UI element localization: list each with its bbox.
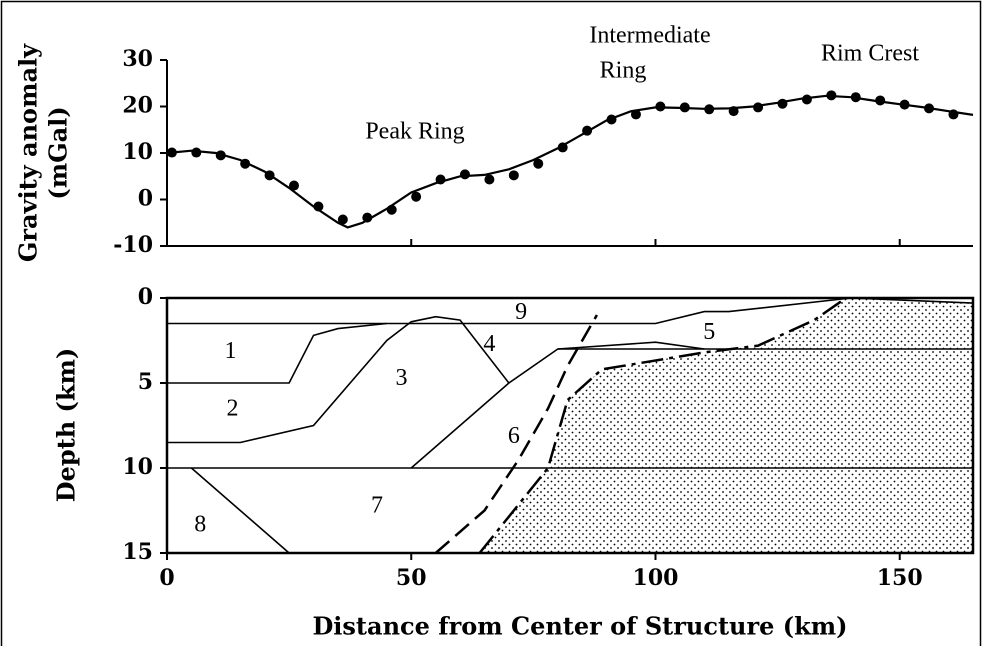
y-tick-label: 10 — [122, 139, 153, 165]
y-tick-label: 5 — [138, 369, 153, 395]
data-point — [533, 158, 544, 169]
data-point — [240, 158, 251, 169]
data-point — [850, 92, 861, 103]
y-tick-label: 30 — [122, 46, 153, 72]
data-point — [313, 201, 324, 212]
data-point — [777, 98, 788, 109]
y-axis-label: Gravity anomaly — [14, 43, 43, 262]
model-line — [166, 94, 974, 229]
data-point — [826, 90, 837, 101]
plot-frame — [165, 296, 975, 555]
y-axis-label: Depth (km) — [52, 348, 81, 503]
annotation: Intermediate — [589, 23, 710, 49]
layer-boundary — [190, 467, 290, 554]
layer-boundary — [167, 322, 387, 384]
data-point — [948, 109, 959, 120]
x-tick-label: 50 — [396, 565, 427, 591]
data-point — [924, 103, 935, 114]
data-point — [679, 102, 690, 113]
y-axis-label: (mGal) — [44, 106, 73, 199]
unit-label: 7 — [371, 493, 383, 519]
unit-label: 9 — [515, 299, 527, 325]
unit-label: 4 — [483, 331, 495, 357]
unit-label: 2 — [226, 396, 238, 422]
data-point — [484, 174, 495, 185]
data-point — [899, 99, 910, 110]
data-point — [630, 109, 641, 120]
data-point — [337, 214, 348, 225]
y-tick-label: 10 — [122, 454, 153, 480]
y-tick-label: 0 — [138, 284, 153, 310]
annotation: Peak Ring — [365, 119, 464, 145]
data-point — [362, 212, 373, 223]
layer-boundary — [167, 315, 510, 444]
x-tick-label: 150 — [877, 565, 923, 591]
data-point — [264, 170, 275, 181]
unit-label: 5 — [703, 319, 715, 345]
data-point — [411, 191, 422, 202]
data-point — [801, 94, 812, 105]
data-point — [386, 204, 397, 215]
fault — [434, 314, 598, 554]
x-tick-label: 0 — [159, 565, 174, 591]
annotation: Ring — [600, 58, 647, 84]
annotation: Rim Crest — [821, 41, 919, 67]
x-axis-label: Distance from Center of Structure (km) — [312, 612, 847, 641]
data-point — [582, 125, 593, 136]
basement-edge — [478, 296, 847, 554]
x-tick-label: 100 — [633, 565, 679, 591]
data-point — [191, 147, 202, 158]
data-point — [166, 147, 177, 158]
unit-label: 1 — [225, 338, 237, 364]
data-point — [655, 101, 666, 112]
y-tick-label: 20 — [122, 93, 153, 119]
unit-label: 6 — [508, 423, 520, 449]
data-point — [728, 106, 739, 117]
unit-label: 8 — [194, 511, 206, 537]
data-point — [704, 104, 715, 115]
y-tick-label: 0 — [138, 186, 153, 212]
data-point — [875, 95, 886, 106]
data-point — [606, 114, 617, 125]
data-point — [435, 174, 446, 185]
y-tick-label: -10 — [113, 232, 153, 258]
data-point — [215, 150, 226, 161]
data-point — [459, 169, 470, 180]
data-point — [289, 180, 300, 191]
unit-label: 3 — [395, 365, 407, 391]
basement — [479, 298, 973, 553]
data-point — [753, 102, 764, 113]
data-point — [557, 142, 568, 153]
data-point — [508, 170, 519, 181]
y-tick-label: 15 — [122, 539, 153, 565]
